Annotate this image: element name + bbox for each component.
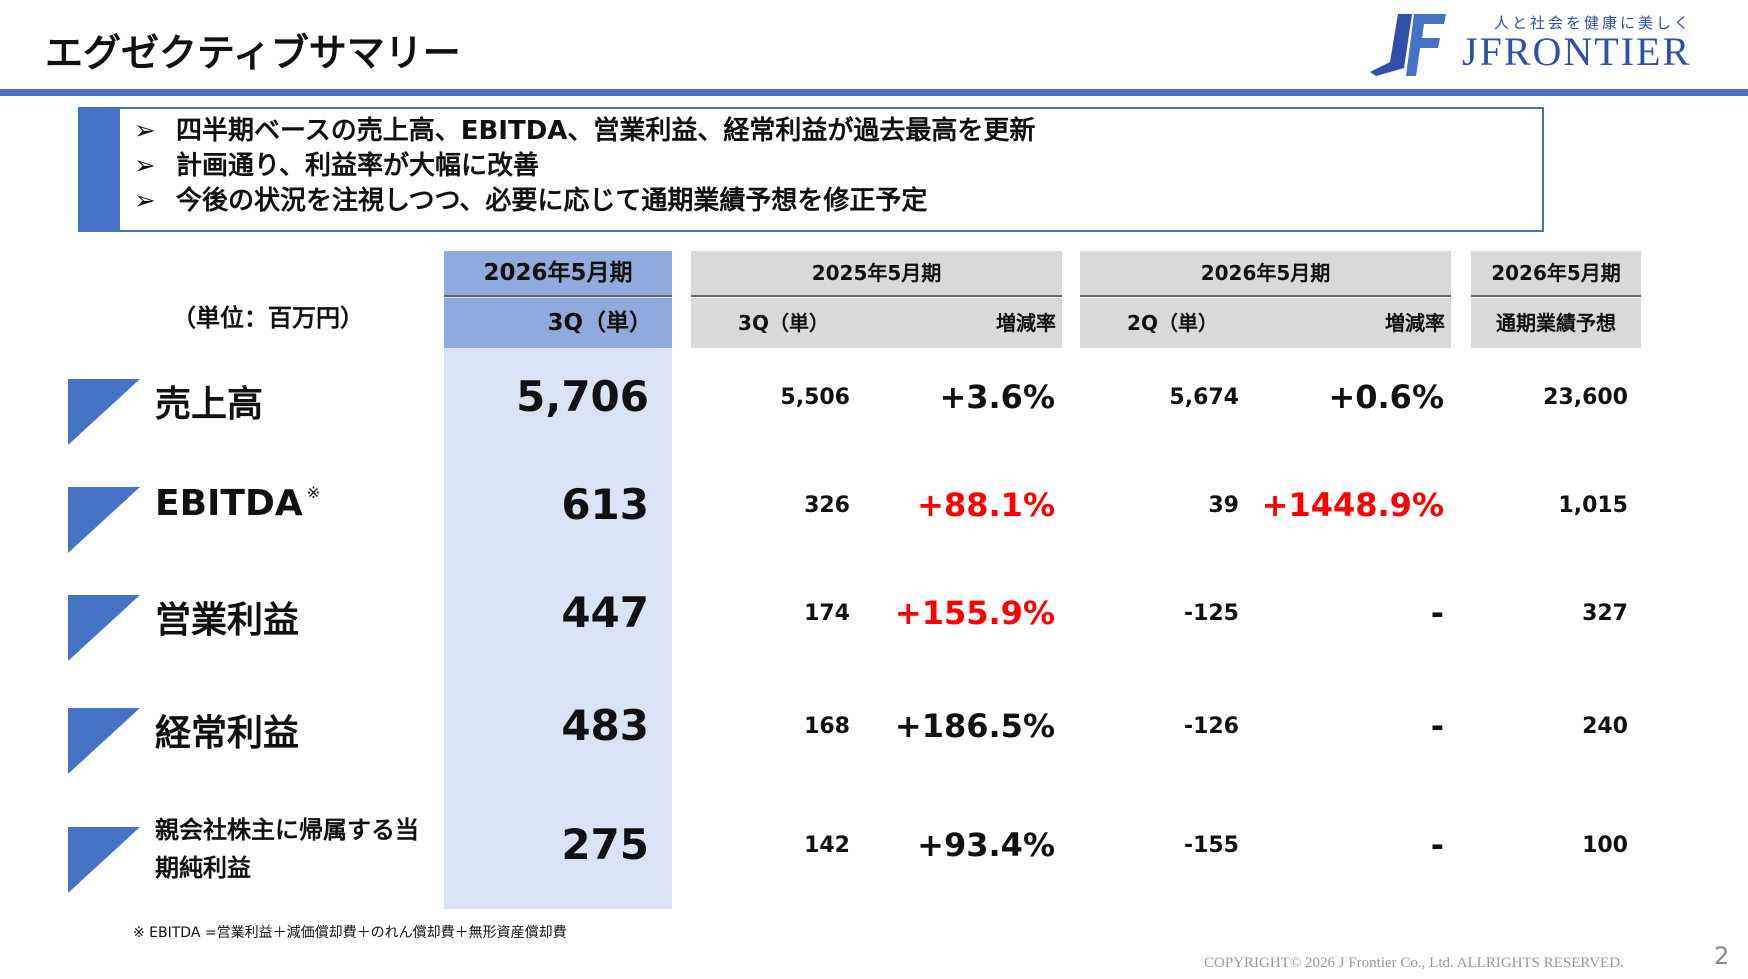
group-header: 2026年5月期	[1080, 251, 1451, 297]
row-marker	[68, 379, 140, 445]
row-label: 営業利益	[155, 600, 300, 641]
column-header: 増減率	[1265, 298, 1451, 348]
cell: 5,706	[516, 371, 649, 421]
cell: 240	[1582, 713, 1628, 739]
cell: +93.4%	[917, 826, 1055, 865]
row-marker	[68, 827, 140, 893]
column-header: 増減率	[876, 298, 1062, 348]
cell: -155	[1183, 832, 1239, 858]
cell: 5,674	[1169, 384, 1239, 410]
bullet: ➢ 四半期ベースの売上高、EBITDA、営業利益、経常利益が過去最高を更新	[134, 116, 1036, 146]
cell: 613	[561, 479, 649, 529]
page-number: 2	[1714, 942, 1730, 970]
unit-label: （単位：百万円）	[172, 304, 364, 332]
bullet-text: 計画通り、利益率が大幅に改善	[176, 151, 539, 181]
bullet: ➢ 計画通り、利益率が大幅に改善	[134, 151, 539, 181]
bullet-text: 今後の状況を注視しつつ、必要に応じて通期業績予想を修正予定	[176, 186, 928, 216]
column-header: 2Q（単）	[1080, 298, 1265, 348]
bullet-text: 四半期ベースの売上高、EBITDA、営業利益、経常利益が過去最高を更新	[176, 116, 1036, 146]
cell: +186.5%	[894, 707, 1055, 746]
group-header: 2026年5月期	[1471, 251, 1641, 297]
column-header: 3Q（単）	[691, 298, 876, 348]
logo-name: JFRONTIER	[1462, 29, 1692, 74]
title: エグゼクティブサマリー	[45, 31, 461, 75]
cell: 39	[1208, 492, 1239, 518]
cell: 483	[561, 700, 649, 750]
row-label: EBITDA ※	[155, 483, 321, 524]
cell: 1,015	[1558, 492, 1628, 518]
cell: +1448.9%	[1261, 486, 1444, 525]
bullet: ➢ 今後の状況を注視しつつ、必要に応じて通期業績予想を修正予定	[134, 186, 928, 216]
cell: 168	[804, 713, 850, 739]
cell: -126	[1183, 713, 1239, 739]
row-label: 親会社株主に帰属する当期純利益	[155, 816, 419, 882]
group-header: 2026年5月期	[444, 251, 672, 297]
highlight-column	[444, 251, 672, 909]
cell: +3.6%	[939, 378, 1055, 417]
cell: -	[1430, 707, 1444, 746]
cell: 174	[804, 600, 850, 626]
row-marker	[68, 708, 140, 774]
cell: -	[1430, 826, 1444, 865]
summary-bar	[78, 107, 120, 232]
cell: -	[1430, 594, 1444, 633]
cell: +155.9%	[894, 594, 1055, 633]
bullet-list: ➢ 四半期ベースの売上高、EBITDA、営業利益、経常利益が過去最高を更新 ➢ 計画通…	[134, 114, 1035, 219]
cell: 326	[804, 492, 850, 518]
logo-tagline: 人と社会を健康に美しく	[1494, 14, 1693, 32]
group-header: 2025年5月期	[691, 251, 1062, 297]
row-label: 経常利益	[155, 713, 300, 754]
cell: 100	[1582, 832, 1628, 858]
row-label: 売上高	[155, 384, 264, 425]
logo-mark	[1370, 14, 1446, 76]
copyright: COPYRIGHT© 2026 J Frontier Co., Ltd. ALL…	[1204, 955, 1624, 971]
row-marker	[68, 487, 140, 553]
cell: 5,506	[780, 384, 850, 410]
footnote: ※ EBITDA =営業利益＋減価償却費＋のれん償却費＋無形資産償却費	[133, 925, 567, 941]
note-mark: ※	[306, 483, 321, 502]
row-marker	[68, 595, 140, 661]
cell: 447	[561, 587, 649, 637]
column-header: 通期業績予想	[1471, 298, 1641, 348]
cell: 23,600	[1543, 384, 1628, 410]
cell: 275	[561, 819, 649, 869]
cell: 327	[1582, 600, 1628, 626]
column-header: 3Q（単）	[444, 298, 672, 348]
cell: 142	[804, 832, 850, 858]
cell: -125	[1183, 600, 1239, 626]
cell: +88.1%	[917, 486, 1055, 525]
cell: +0.6%	[1328, 378, 1444, 417]
header-rule	[0, 89, 1748, 96]
